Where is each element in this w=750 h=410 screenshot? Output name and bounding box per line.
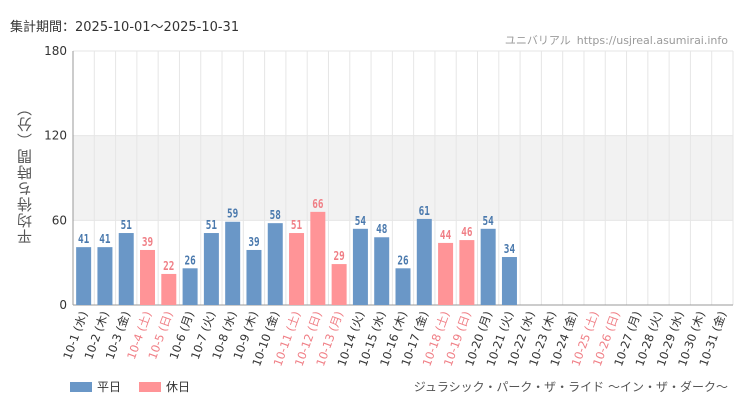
- bar: [161, 273, 177, 305]
- bar: [118, 233, 134, 305]
- bar-value-label: 22: [163, 259, 174, 273]
- site-name: ユニバリアル: [504, 34, 571, 47]
- legend-swatch-weekday: [70, 381, 92, 392]
- bar-value-label: 54: [355, 214, 366, 228]
- band-60-120: [73, 135, 733, 221]
- bar-value-label: 58: [270, 208, 281, 222]
- bar: [246, 249, 262, 305]
- bar-value-label: 54: [483, 214, 494, 228]
- bar: [501, 257, 517, 305]
- bar: [480, 228, 496, 305]
- bar: [416, 218, 432, 305]
- bar: [203, 233, 219, 305]
- bar-value-label: 29: [333, 249, 344, 263]
- bar-value-label: 39: [142, 235, 153, 249]
- bar-value-label: 39: [248, 235, 259, 249]
- bar-value-label: 59: [227, 207, 238, 221]
- bar: [76, 247, 92, 305]
- y-tick-label: 60: [52, 213, 67, 227]
- bar-value-label: 34: [504, 242, 515, 256]
- bar: [352, 228, 368, 305]
- bar: [225, 221, 241, 305]
- legend-label-weekday: 平日: [97, 380, 122, 394]
- legend-label-holiday: 休日: [166, 380, 191, 394]
- bar-value-label: 48: [376, 222, 387, 236]
- bar: [97, 247, 113, 305]
- bar-value-label: 51: [291, 218, 302, 232]
- bar-value-label: 61: [419, 204, 430, 218]
- bar-value-label: 51: [206, 218, 217, 232]
- site-url: https://usjreal.asumirai.info: [576, 34, 728, 47]
- bar: [395, 268, 411, 305]
- bar: [289, 233, 305, 305]
- y-tick-label: 120: [44, 129, 67, 143]
- bar-value-label: 41: [78, 232, 89, 246]
- bar-value-label: 44: [440, 228, 451, 242]
- bar-value-label: 41: [99, 232, 110, 246]
- bar: [438, 242, 454, 305]
- y-tick-label: 0: [59, 298, 67, 312]
- bar-value-label: 66: [312, 197, 323, 211]
- bar-value-label: 51: [121, 218, 132, 232]
- legend-item-weekday[interactable]: 平日: [70, 378, 121, 395]
- legend: 平日 休日: [70, 378, 190, 395]
- bar: [182, 268, 198, 305]
- bar-value-label: 26: [184, 253, 195, 267]
- legend-item-holiday[interactable]: 休日: [139, 378, 190, 395]
- legend-swatch-holiday: [139, 381, 162, 392]
- bar: [331, 264, 347, 305]
- bar: [459, 240, 475, 305]
- bar-value-label: 26: [397, 253, 408, 267]
- bar: [310, 211, 326, 305]
- y-tick-label: 180: [44, 44, 67, 58]
- attraction-name: ジュラシック・パーク・ザ・ライド ～イン・ザ・ダーク～: [413, 380, 728, 394]
- site-credit[interactable]: ユニバリアル https://usjreal.asumirai.info: [505, 32, 728, 48]
- bar: [267, 223, 283, 305]
- bar: [374, 237, 390, 305]
- bar-value-label: 46: [461, 225, 472, 239]
- period-label: 集計期間：2025-10-01～2025-10-31: [10, 20, 240, 35]
- bar: [140, 249, 156, 305]
